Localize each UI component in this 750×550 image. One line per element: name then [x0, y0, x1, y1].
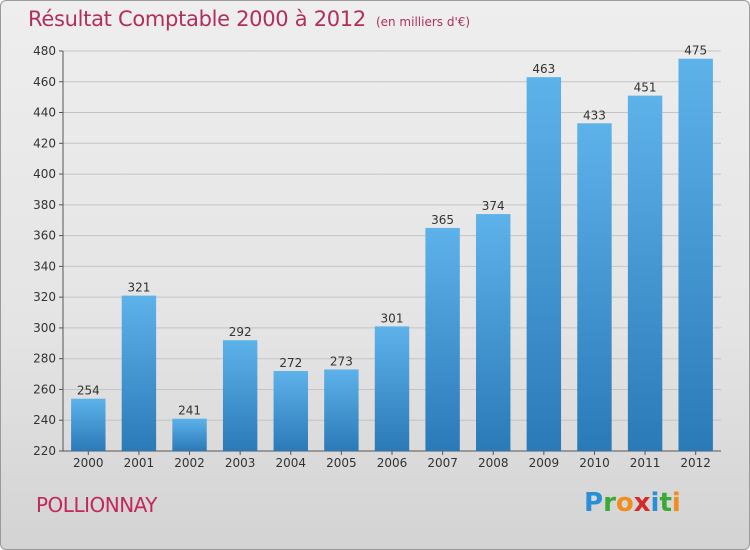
- x-tick-label-2001: 2001: [124, 456, 155, 470]
- data-label-2000: 254: [77, 384, 100, 398]
- x-tick-label-2007: 2007: [427, 456, 458, 470]
- data-label-2002: 241: [178, 404, 201, 418]
- y-tick-label: 400: [33, 167, 56, 181]
- proxiti-logo: Proxiti: [584, 488, 681, 518]
- chart-title-main: Résultat Comptable 2000 à 2012: [28, 7, 366, 31]
- y-tick-label: 420: [33, 136, 56, 150]
- bar-2012: [678, 58, 713, 451]
- x-tick-label-2005: 2005: [326, 456, 357, 470]
- bar-2008: [476, 214, 511, 451]
- data-label-2006: 301: [381, 311, 404, 325]
- y-tick-label: 480: [33, 44, 56, 58]
- logo-letter: i: [650, 488, 660, 518]
- x-tick-label-2006: 2006: [377, 456, 408, 470]
- y-tick-label: 440: [33, 106, 56, 120]
- bar-2002: [172, 418, 207, 451]
- data-label-2008: 374: [482, 199, 505, 213]
- bar-2003: [222, 340, 258, 451]
- data-label-2007: 365: [431, 213, 454, 227]
- logo-letter: t: [659, 488, 672, 518]
- bar-2001: [121, 295, 157, 451]
- bar-2006: [374, 326, 410, 451]
- x-tick-label-2000: 2000: [73, 456, 104, 470]
- bar-2009: [526, 77, 562, 452]
- data-label-2009: 463: [532, 62, 555, 76]
- y-tick-label: 300: [33, 321, 56, 335]
- x-tick-label-2009: 2009: [529, 456, 560, 470]
- y-tick-label: 380: [33, 198, 56, 212]
- data-label-2010: 433: [583, 108, 606, 122]
- bars: [71, 58, 713, 452]
- data-label-2004: 272: [279, 356, 302, 370]
- y-tick-label: 360: [33, 229, 56, 243]
- data-label-2011: 451: [634, 81, 657, 95]
- x-tick-label-2010: 2010: [579, 456, 610, 470]
- axes: 220 240 260 280 300 320 340 360 380 400 420 440 460 4…: [33, 44, 721, 470]
- y-tick-label: 280: [33, 352, 56, 366]
- bar-2000: [71, 398, 106, 451]
- y-tick-label: 240: [33, 413, 56, 427]
- logo-letter: r: [603, 488, 616, 518]
- y-tick-label: 220: [33, 444, 56, 458]
- y-tick-label: 460: [33, 75, 56, 89]
- data-label-2005: 273: [330, 354, 353, 368]
- logo-letter: x: [633, 488, 651, 518]
- bar-2010: [577, 123, 612, 452]
- x-tick-label-2011: 2011: [630, 456, 661, 470]
- x-tick-label-2008: 2008: [478, 456, 509, 470]
- chart-subtitle: (en milliers d'€): [375, 15, 471, 29]
- bar-2007: [425, 227, 460, 451]
- y-tick-label: 320: [33, 290, 56, 304]
- data-label-2003: 292: [229, 325, 252, 339]
- y-tick-label: 260: [33, 382, 56, 396]
- chart-title: Résultat Comptable 2000 à 2012 (en millie…: [28, 7, 470, 31]
- x-tick-label-2002: 2002: [174, 456, 205, 470]
- bar-2004: [273, 371, 308, 451]
- y-tick-label: 340: [33, 259, 56, 273]
- data-labels: 254 321 241 292 272 273 301 365 374 463 433 451 475: [77, 44, 707, 418]
- x-tick-label-2003: 2003: [225, 456, 256, 470]
- x-tick-label-2004: 2004: [275, 456, 306, 470]
- commune-name: POLLIONNAY: [36, 493, 158, 517]
- logo-letter: i: [671, 488, 681, 518]
- logo-letter: o: [615, 488, 634, 518]
- x-tick-label-2012: 2012: [680, 456, 711, 470]
- data-label-2012: 475: [684, 44, 707, 58]
- bar-2005: [324, 369, 359, 451]
- logo-letter: P: [584, 488, 604, 518]
- bar-2011: [627, 95, 663, 451]
- data-label-2001: 321: [127, 281, 150, 295]
